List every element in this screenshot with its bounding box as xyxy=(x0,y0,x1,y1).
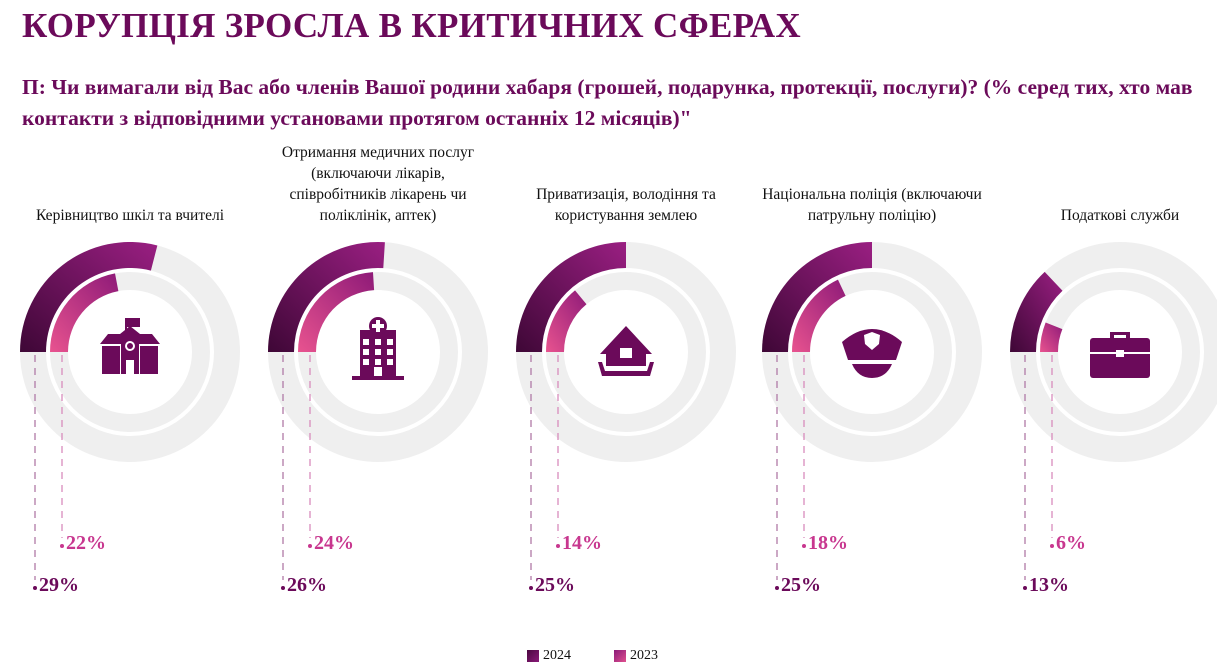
category-header: Отримання медичних послуг (включаючи лік… xyxy=(263,144,493,226)
bar-2023 xyxy=(792,279,846,352)
marker-2023 xyxy=(1050,544,1054,548)
category-label: Приватизація, володіння та користування … xyxy=(536,186,716,224)
house-land-icon xyxy=(598,326,654,376)
category-header: Національна поліція (включаючи патрульну… xyxy=(757,148,987,226)
bar-2024 xyxy=(762,242,872,352)
legend-swatch-2024 xyxy=(527,650,539,662)
data-label-2024: 29% xyxy=(39,574,79,596)
category-label: Національна поліція (включаючи патрульну… xyxy=(762,186,982,224)
bar-2023 xyxy=(1040,322,1063,352)
category-header: Податкові служби xyxy=(1005,148,1217,226)
marker-2023 xyxy=(60,544,64,548)
marker-2024 xyxy=(281,586,285,590)
briefcase-icon xyxy=(1090,332,1150,378)
legend-label-2023: 2023 xyxy=(630,648,658,663)
marker-2024 xyxy=(33,586,37,590)
data-label-2023: 18% xyxy=(808,532,848,554)
data-label-2023: 24% xyxy=(314,532,354,554)
category-header: Керівництво шкіл та вчителі xyxy=(15,148,245,226)
marker-2024 xyxy=(775,586,779,590)
data-label-2024: 25% xyxy=(781,574,821,596)
survey-question: П: Чи вимагали від Вас або членів Вашої … xyxy=(22,75,1193,130)
data-label-2023: 6% xyxy=(1056,532,1086,554)
legend-swatch-2023 xyxy=(614,650,626,662)
marker-2023 xyxy=(308,544,312,548)
bar-2024 xyxy=(20,241,158,352)
category-label: Керівництво шкіл та вчителі xyxy=(35,207,225,224)
data-label-2024: 25% xyxy=(535,574,575,596)
hospital-icon xyxy=(352,317,404,380)
data-label-2024: 26% xyxy=(287,574,327,596)
school-icon xyxy=(100,318,160,374)
category-label: Податкові служби xyxy=(1060,207,1180,224)
police-cap-icon xyxy=(842,329,902,378)
marker-2023 xyxy=(556,544,560,548)
marker-2023 xyxy=(802,544,806,548)
data-label-2023: 22% xyxy=(66,532,106,554)
bar-2024 xyxy=(268,241,385,352)
bar-2024 xyxy=(1010,271,1063,352)
data-label-2023: 14% xyxy=(562,532,602,554)
legend-item-2023: 2023 xyxy=(614,648,658,664)
bar-2023 xyxy=(298,272,375,352)
legend-item-2024: 2024 xyxy=(527,648,571,664)
category-label: Отримання медичних послуг (включаючи лік… xyxy=(281,144,475,224)
page-title: КОРУПЦІЯ ЗРОСЛА В КРИТИЧНИХ СФЕРАХ xyxy=(22,6,801,45)
bar-2024 xyxy=(516,242,626,352)
marker-2024 xyxy=(1023,586,1027,590)
bar-2023 xyxy=(50,273,119,352)
legend-label-2024: 2024 xyxy=(543,648,571,663)
bar-2023 xyxy=(546,290,587,352)
data-label-2024: 13% xyxy=(1029,574,1069,596)
marker-2024 xyxy=(529,586,533,590)
category-header: Приватизація, володіння та користування … xyxy=(511,148,741,226)
